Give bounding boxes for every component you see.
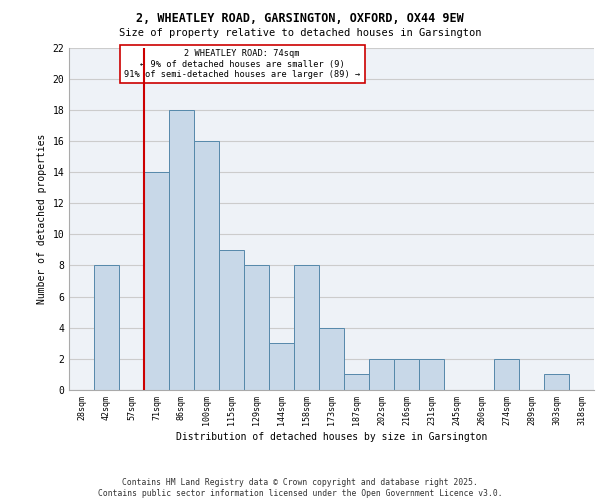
X-axis label: Distribution of detached houses by size in Garsington: Distribution of detached houses by size … [176, 432, 487, 442]
Bar [419, 359, 444, 390]
Text: 2 WHEATLEY ROAD: 74sqm
← 9% of detached houses are smaller (9)
91% of semi-detac: 2 WHEATLEY ROAD: 74sqm ← 9% of detached … [124, 49, 361, 79]
Text: Contains HM Land Registry data © Crown copyright and database right 2025.
Contai: Contains HM Land Registry data © Crown c… [98, 478, 502, 498]
Bar [269, 344, 294, 390]
Bar [294, 266, 319, 390]
Bar [194, 141, 219, 390]
Bar [244, 266, 269, 390]
Bar [94, 266, 119, 390]
Bar [169, 110, 194, 390]
Bar [344, 374, 369, 390]
Bar [319, 328, 344, 390]
Text: Size of property relative to detached houses in Garsington: Size of property relative to detached ho… [119, 28, 481, 38]
Bar [494, 359, 519, 390]
Bar [544, 374, 569, 390]
Bar [219, 250, 244, 390]
Text: 2, WHEATLEY ROAD, GARSINGTON, OXFORD, OX44 9EW: 2, WHEATLEY ROAD, GARSINGTON, OXFORD, OX… [136, 12, 464, 26]
Bar [369, 359, 394, 390]
Y-axis label: Number of detached properties: Number of detached properties [37, 134, 47, 304]
Bar [394, 359, 419, 390]
Bar [144, 172, 169, 390]
